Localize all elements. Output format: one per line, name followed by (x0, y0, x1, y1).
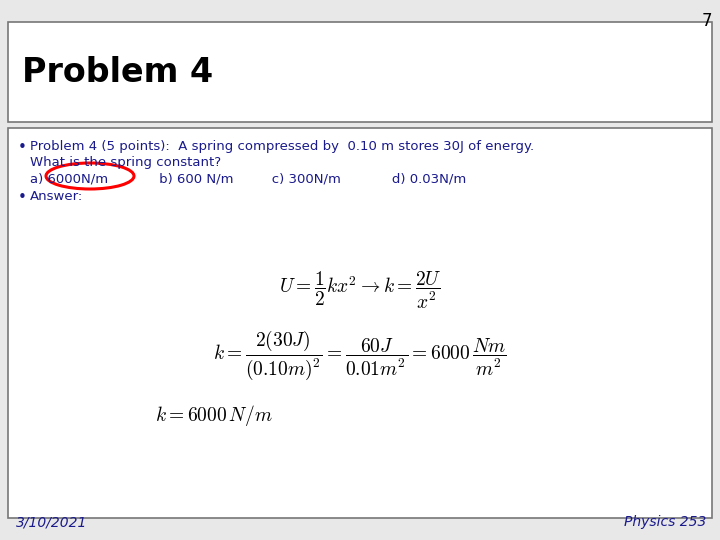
Text: 3/10/2021: 3/10/2021 (16, 515, 87, 529)
Text: Physics 253: Physics 253 (624, 515, 706, 529)
Text: 7: 7 (701, 12, 712, 30)
Text: $U = \dfrac{1}{2}kx^2 \rightarrow k = \dfrac{2U}{x^2}$: $U = \dfrac{1}{2}kx^2 \rightarrow k = \d… (279, 269, 441, 310)
Text: Answer:: Answer: (30, 190, 84, 203)
Text: Problem 4 (5 points):  A spring compressed by  0.10 m stores 30J of energy.: Problem 4 (5 points): A spring compresse… (30, 140, 534, 153)
Text: $k = \dfrac{2(30J)}{(0.10m)^2} = \dfrac{60J}{0.01m^2} = 6000\,\dfrac{Nm}{m^2}$: $k = \dfrac{2(30J)}{(0.10m)^2} = \dfrac{… (213, 328, 507, 382)
Text: $k = 6000\,N / m$: $k = 6000\,N / m$ (155, 402, 273, 428)
FancyBboxPatch shape (8, 128, 712, 518)
Text: a) 6000N/m            b) 600 N/m         c) 300N/m            d) 0.03N/m: a) 6000N/m b) 600 N/m c) 300N/m d) 0.03N… (30, 173, 467, 186)
Text: What is the spring constant?: What is the spring constant? (30, 156, 221, 169)
Text: •: • (18, 140, 27, 155)
FancyBboxPatch shape (8, 22, 712, 122)
Text: Problem 4: Problem 4 (22, 56, 213, 89)
Text: •: • (18, 190, 27, 205)
